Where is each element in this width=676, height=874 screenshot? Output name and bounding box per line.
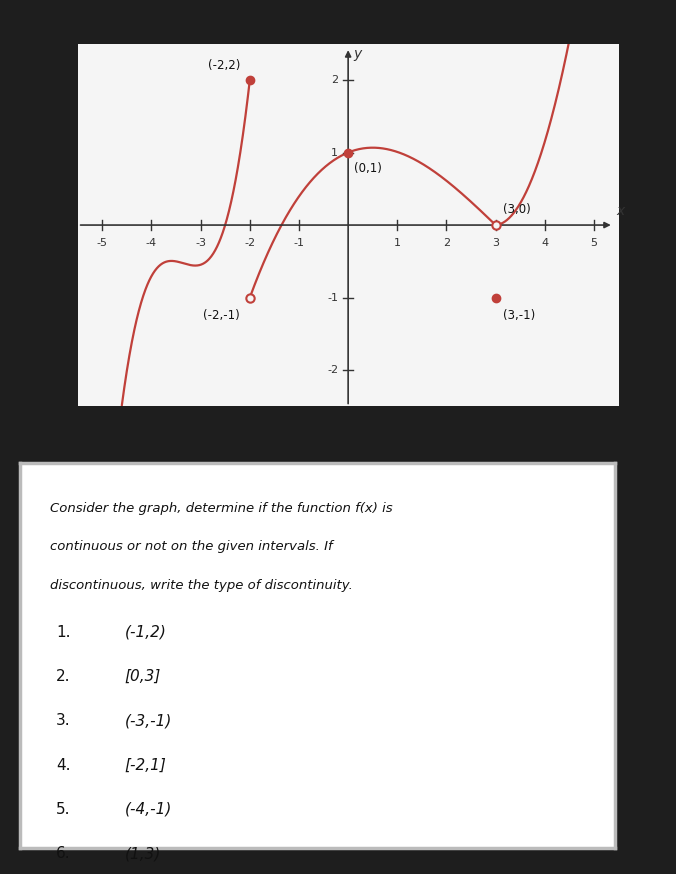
Text: (-4,-1): (-4,-1) (124, 801, 172, 817)
Text: 2.: 2. (56, 669, 70, 684)
Text: -3: -3 (195, 238, 206, 248)
Text: y: y (353, 47, 361, 61)
Text: 3: 3 (492, 238, 499, 248)
Text: x: x (616, 204, 625, 218)
Text: -1: -1 (327, 293, 338, 302)
Text: 2: 2 (331, 75, 338, 85)
Text: (-3,-1): (-3,-1) (124, 713, 172, 728)
Text: 2: 2 (443, 238, 450, 248)
Text: -1: -1 (293, 238, 304, 248)
Text: (-1,2): (-1,2) (124, 625, 166, 640)
Text: -2: -2 (244, 238, 256, 248)
Text: (-2,-1): (-2,-1) (203, 309, 240, 323)
Text: 5.: 5. (56, 801, 70, 817)
Text: continuous or not on the given intervals. If: continuous or not on the given intervals… (50, 540, 333, 553)
Text: [-2,1]: [-2,1] (124, 758, 166, 773)
Text: -5: -5 (97, 238, 107, 248)
Text: 4.: 4. (56, 758, 70, 773)
Text: [0,3]: [0,3] (124, 669, 161, 684)
Text: (-2,2): (-2,2) (208, 59, 240, 72)
Text: (3,0): (3,0) (503, 203, 531, 216)
Text: (3,-1): (3,-1) (503, 309, 535, 323)
Text: Consider the graph, determine if the function f(x) is: Consider the graph, determine if the fun… (50, 502, 393, 515)
Text: 4: 4 (541, 238, 548, 248)
Text: discontinuous, write the type of discontinuity.: discontinuous, write the type of discont… (50, 579, 353, 592)
Text: 1: 1 (394, 238, 401, 248)
Text: 3.: 3. (56, 713, 70, 728)
Text: 1: 1 (331, 148, 338, 157)
Text: -4: -4 (146, 238, 157, 248)
Text: 5: 5 (590, 238, 598, 248)
Text: (1,3): (1,3) (124, 846, 161, 861)
Text: (0,1): (0,1) (354, 162, 382, 175)
Text: -2: -2 (327, 365, 338, 375)
Text: 6.: 6. (56, 846, 70, 861)
Text: 1.: 1. (56, 625, 70, 640)
